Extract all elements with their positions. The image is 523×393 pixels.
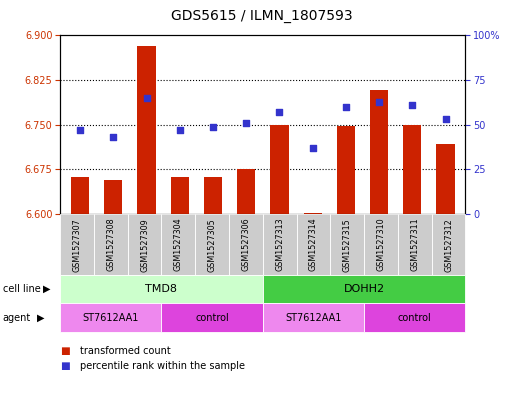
Text: GSM1527314: GSM1527314 [309, 218, 318, 272]
Text: TMD8: TMD8 [145, 284, 177, 294]
Point [309, 145, 317, 151]
Point [342, 104, 350, 110]
Text: percentile rank within the sample: percentile rank within the sample [80, 361, 245, 371]
Text: control: control [195, 312, 229, 323]
Point [76, 127, 84, 133]
Text: transformed count: transformed count [80, 345, 171, 356]
Text: GSM1527308: GSM1527308 [106, 218, 115, 272]
Text: GSM1527315: GSM1527315 [343, 218, 352, 272]
Bar [270, 125, 289, 214]
Text: GSM1527307: GSM1527307 [73, 218, 82, 272]
Point [242, 120, 251, 126]
Bar [170, 177, 189, 214]
Text: ▶: ▶ [37, 312, 44, 323]
Bar [370, 90, 388, 214]
Text: ST7612AA1: ST7612AA1 [285, 312, 342, 323]
Text: agent: agent [3, 312, 31, 323]
Text: ■: ■ [60, 345, 70, 356]
Text: GSM1527306: GSM1527306 [242, 218, 251, 272]
Point [275, 109, 283, 116]
Text: GSM1527312: GSM1527312 [444, 218, 453, 272]
Bar [204, 177, 222, 214]
Text: GSM1527311: GSM1527311 [411, 218, 419, 272]
Point [142, 95, 151, 101]
Bar [104, 180, 122, 214]
Text: control: control [398, 312, 431, 323]
Point [375, 98, 383, 105]
Bar [237, 169, 255, 214]
Text: ST7612AA1: ST7612AA1 [83, 312, 139, 323]
Point [209, 123, 217, 130]
Text: ▶: ▶ [43, 284, 51, 294]
Point [441, 116, 450, 123]
Text: GSM1527313: GSM1527313 [275, 218, 284, 272]
Text: GSM1527304: GSM1527304 [174, 218, 183, 272]
Text: ■: ■ [60, 361, 70, 371]
Text: GSM1527309: GSM1527309 [140, 218, 149, 272]
Bar [138, 46, 156, 214]
Bar [436, 144, 454, 214]
Text: DOHH2: DOHH2 [344, 284, 385, 294]
Bar [303, 213, 322, 214]
Point [408, 102, 416, 108]
Point [176, 127, 184, 133]
Bar [71, 177, 89, 214]
Text: GSM1527305: GSM1527305 [208, 218, 217, 272]
Bar [337, 126, 355, 214]
Text: cell line: cell line [3, 284, 40, 294]
Text: GSM1527310: GSM1527310 [377, 218, 385, 272]
Point [109, 134, 118, 140]
Bar [403, 125, 422, 214]
Text: GDS5615 / ILMN_1807593: GDS5615 / ILMN_1807593 [170, 9, 353, 23]
